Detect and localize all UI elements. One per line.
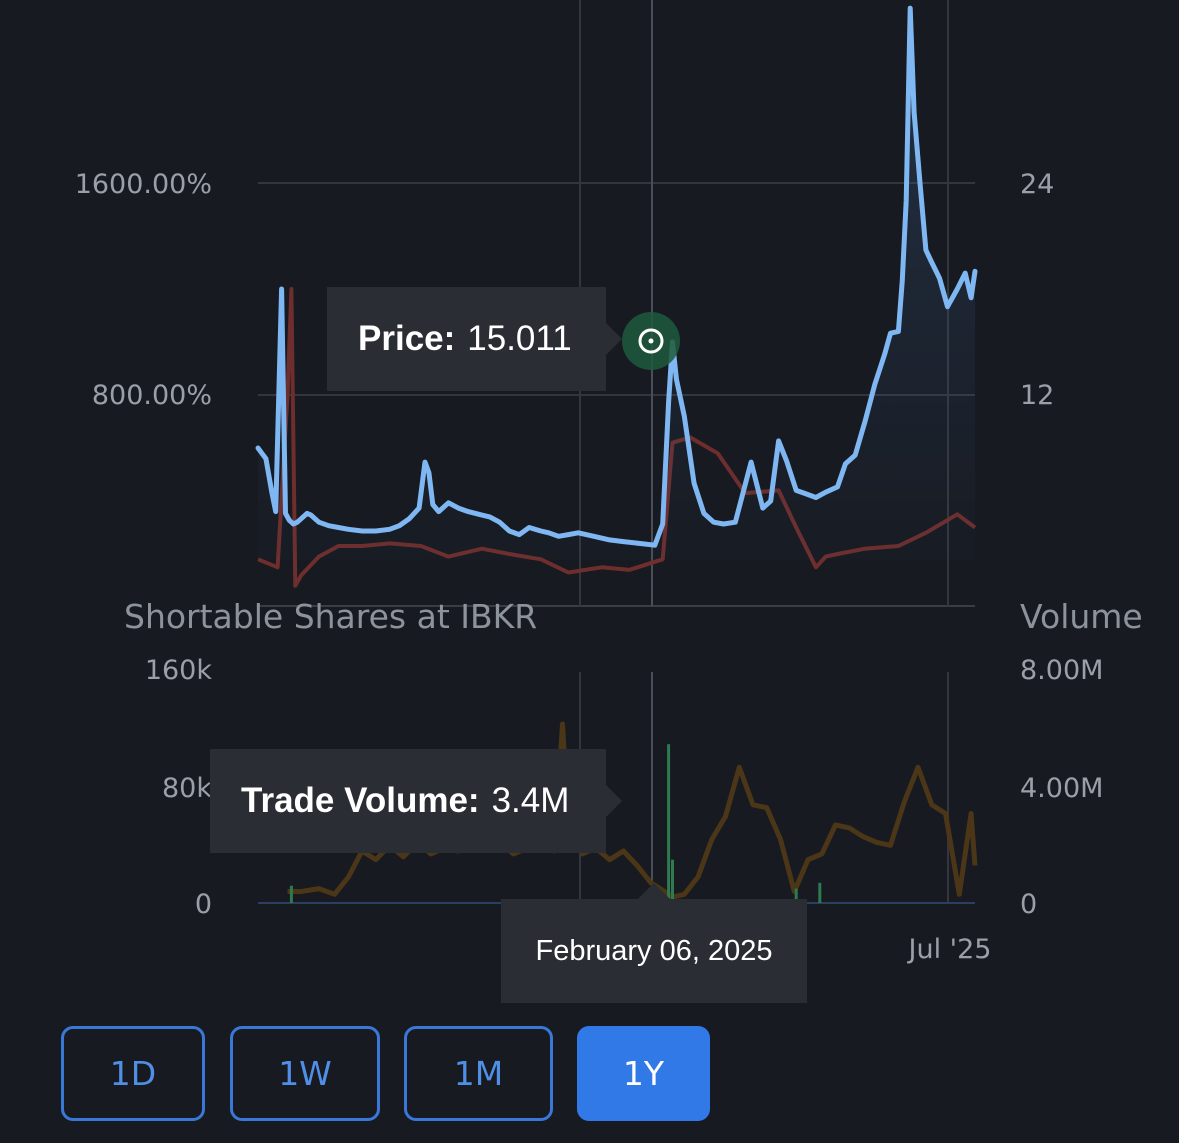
volume-tooltip-label: Trade Volume: bbox=[241, 781, 480, 820]
price-area-fill bbox=[258, 8, 975, 561]
y-right-tick-8m: 8.00M bbox=[1020, 655, 1103, 686]
price-tooltip: Price: 15.011 bbox=[327, 287, 622, 391]
y-right-tick-12: 12 bbox=[1020, 380, 1054, 411]
price-tooltip-value: 15.011 bbox=[467, 319, 572, 358]
shortable-shares-title: Shortable Shares at IBKR bbox=[124, 597, 537, 636]
range-button-1m[interactable]: 1M bbox=[404, 1026, 553, 1121]
y-left-tick-1600: 1600.00% bbox=[75, 169, 212, 200]
range-button-1d[interactable]: 1D bbox=[61, 1026, 205, 1121]
volume-tooltip-value: 3.4M bbox=[491, 781, 570, 820]
range-button-1w[interactable]: 1W bbox=[230, 1026, 380, 1121]
date-tooltip: February 06, 2025 bbox=[501, 883, 807, 1003]
volume-tooltip: Trade Volume: 3.4M bbox=[210, 749, 622, 853]
y-left-tick-80k: 80k bbox=[162, 773, 212, 804]
y-right-tick-4m: 4.00M bbox=[1020, 773, 1103, 804]
price-line bbox=[255, 5, 978, 548]
x-tick-jul-25: Jul '25 bbox=[907, 934, 992, 965]
range-button-1y[interactable]: 1Y bbox=[577, 1026, 710, 1121]
y-left-tick-160k: 160k bbox=[145, 655, 213, 686]
y-right-tick-24: 24 bbox=[1020, 169, 1054, 200]
volume-bar bbox=[818, 882, 822, 903]
y-right-tick-0: 0 bbox=[1020, 889, 1037, 920]
price-panel-series bbox=[255, 5, 978, 588]
volume-bar bbox=[667, 744, 671, 903]
y-left-tick-800: 800.00% bbox=[92, 380, 212, 411]
volume-bar bbox=[671, 859, 674, 903]
volume-bar bbox=[794, 888, 798, 903]
volume-axis-title: Volume bbox=[1020, 597, 1143, 636]
volume-bar bbox=[289, 885, 293, 903]
y-left-tick-0: 0 bbox=[195, 889, 212, 920]
crosshair-marker bbox=[638, 328, 664, 354]
crosshair-marker-dot bbox=[648, 338, 654, 344]
price-tooltip-label: Price: bbox=[358, 319, 456, 358]
